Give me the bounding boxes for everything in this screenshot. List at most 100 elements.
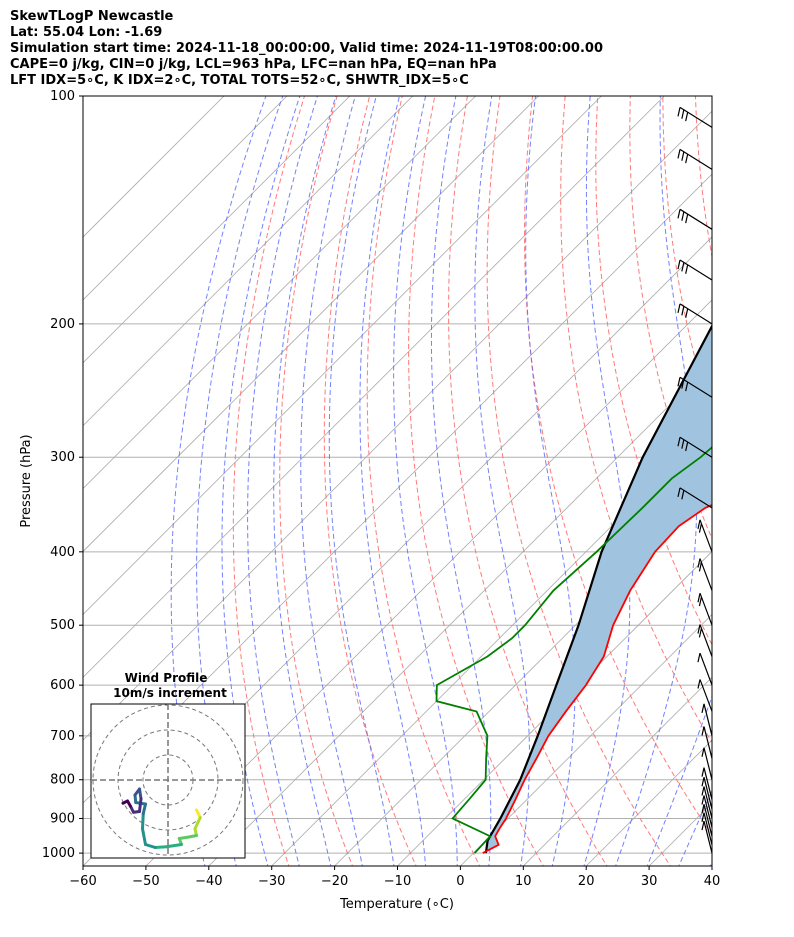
barb-flag <box>677 377 681 387</box>
wind-barb <box>701 767 713 800</box>
x-tick-label: 10 <box>515 874 532 889</box>
wind-barb <box>697 519 713 553</box>
isotherm--100 <box>83 96 602 615</box>
barb-shaft <box>699 652 713 686</box>
barb-flag <box>701 804 705 814</box>
wind-barb <box>701 812 713 845</box>
location-line: Lat: 55.04 Lon: -1.69 <box>10 25 163 40</box>
barb-flag <box>701 812 705 822</box>
x-tick-label: 30 <box>641 874 658 889</box>
time-line: Simulation start time: 2024-11-18_00:00:… <box>10 41 603 56</box>
x-axis-label: Temperature (∘C) <box>339 897 454 912</box>
barb-flag <box>677 209 681 219</box>
x-tick-label: 0 <box>456 874 464 889</box>
hodo-segment <box>177 835 191 840</box>
isotherm-10 <box>523 676 712 866</box>
moist-adiabat <box>359 96 427 866</box>
hodo-segment <box>141 827 147 846</box>
y-tick-label: 900 <box>50 811 75 826</box>
barb-flag <box>698 596 703 607</box>
moist-adiabat <box>273 96 337 866</box>
wind-barb <box>697 558 713 591</box>
barb-flag <box>677 259 681 270</box>
barb-flag <box>701 777 705 787</box>
hodograph-inset: Wind Profile 10m/s increment <box>90 671 246 859</box>
barb-flag <box>697 558 701 568</box>
barb-flag <box>681 109 685 119</box>
barb-flag <box>685 154 689 164</box>
moist-adiabat <box>474 96 530 866</box>
wind-barb <box>701 747 713 780</box>
dry-adiabat <box>448 96 608 866</box>
y-tick-label: 1000 <box>42 846 75 861</box>
dry-adiabat <box>728 96 794 869</box>
isotherm--160 <box>83 96 225 238</box>
hodo-segment <box>138 797 143 813</box>
dry-adiabat <box>761 96 794 869</box>
isotherm--90 <box>83 96 665 678</box>
isotherm-40 <box>711 865 712 866</box>
barb-flag <box>701 795 705 805</box>
barb-flag <box>677 107 681 117</box>
moist-adiabat <box>247 96 318 866</box>
x-tick-label: 40 <box>704 874 721 889</box>
hodo-segment <box>193 816 202 831</box>
barb-flag <box>701 820 705 831</box>
barb-flag <box>701 747 705 757</box>
x-tick-label: −40 <box>195 874 222 889</box>
temperature-line <box>482 504 712 854</box>
barb-shaft <box>703 726 713 759</box>
wind-barb <box>697 592 713 626</box>
barb-flag <box>697 624 701 634</box>
y-tick-label: 800 <box>50 773 75 788</box>
dry-adiabat <box>408 96 544 866</box>
barb-flag <box>698 628 703 638</box>
inset-title: Wind Profile <box>125 671 208 685</box>
wind-barb <box>697 652 713 686</box>
wind-barb <box>701 786 713 819</box>
dry-adiabat <box>232 96 305 866</box>
hodo-segment <box>141 812 145 831</box>
y-tick-label: 200 <box>50 317 75 332</box>
hodograph-plot <box>91 704 245 858</box>
barb-shaft <box>703 777 713 810</box>
barb-flag <box>677 487 681 498</box>
barb-shaft <box>703 804 713 837</box>
barb-flag <box>677 303 681 314</box>
dewpoint-line <box>435 446 712 854</box>
wind-barb <box>677 106 713 128</box>
axes: −60 −50 −40 −30 −20 −10 0 10 20 30 40 100 200 300 400 5… <box>42 89 720 889</box>
wind-barb <box>701 804 713 837</box>
barb-flag <box>681 151 685 161</box>
barb-flag <box>677 437 681 447</box>
x-tick-label: −60 <box>69 874 96 889</box>
moist-adiabat <box>300 96 363 866</box>
barb-shaft <box>679 208 713 230</box>
wind-barb <box>701 795 713 828</box>
barb-shaft <box>703 820 713 854</box>
isotherm--20 <box>334 488 712 866</box>
barb-flag <box>685 264 689 274</box>
wind-barb <box>697 679 713 712</box>
x-tick-label: −10 <box>384 874 411 889</box>
dry-adiabat <box>323 96 417 866</box>
cape-line: CAPE=0 j/kg, CIN=0 j/kg, LCL=963 hPa, LF… <box>10 57 497 72</box>
y-tick-label: 600 <box>50 678 75 693</box>
moist-adiabat <box>221 96 301 866</box>
x-tick-label: −20 <box>321 874 348 889</box>
wind-barb <box>701 777 713 810</box>
barb-shaft <box>679 436 713 458</box>
barb-flag <box>681 439 685 449</box>
barb-flag <box>697 593 701 603</box>
barb-shaft <box>703 747 713 780</box>
y-tick-label: 300 <box>50 450 75 465</box>
barb-shaft <box>699 679 713 712</box>
isotherm--150 <box>83 96 288 301</box>
wind-barbs <box>677 106 713 854</box>
hodo-segment <box>144 843 157 849</box>
isotherm--140 <box>83 96 351 364</box>
y-tick-label: 100 <box>50 89 75 104</box>
barb-flag <box>681 262 685 272</box>
moist-adiabat <box>646 694 712 866</box>
moist-adiabat <box>430 96 492 866</box>
